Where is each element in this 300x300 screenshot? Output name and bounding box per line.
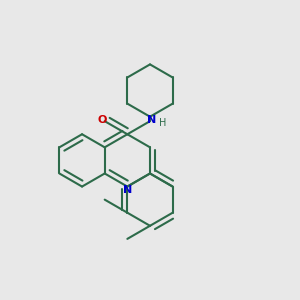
Text: N: N — [147, 115, 156, 125]
Text: O: O — [98, 115, 107, 125]
Text: H: H — [159, 118, 166, 128]
Text: N: N — [123, 185, 133, 195]
